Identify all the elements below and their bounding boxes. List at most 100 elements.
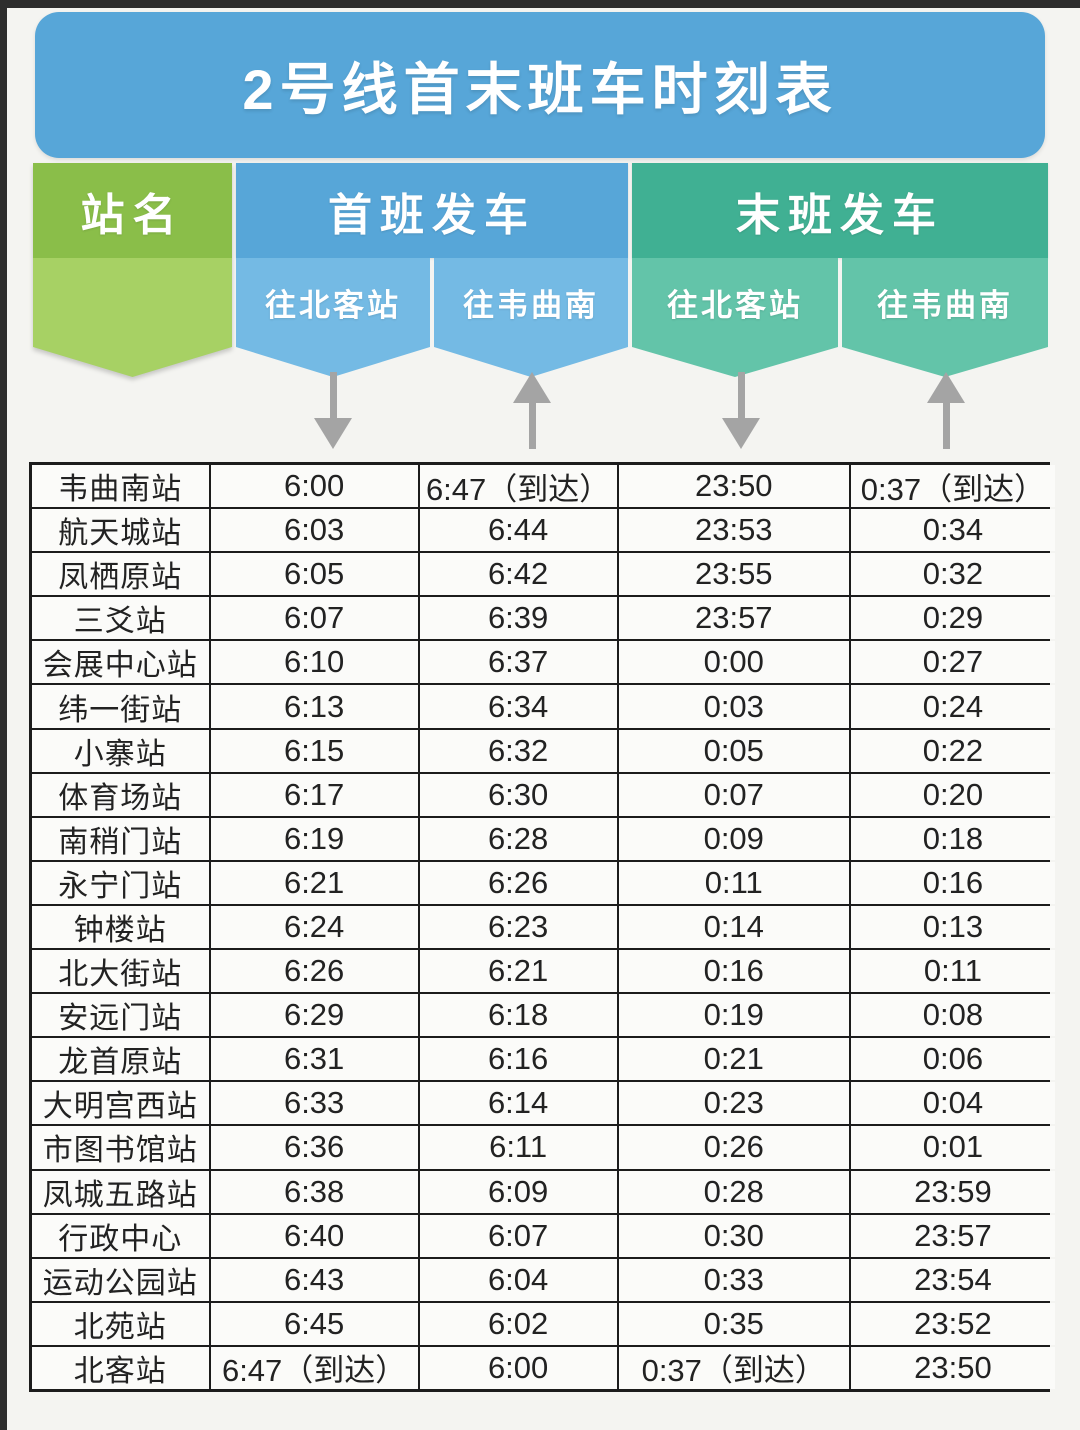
time-cell: 6:47（到达）	[419, 465, 617, 508]
time-cell: 0:22	[850, 729, 1055, 772]
time-cell: 0:37（到达）	[850, 465, 1055, 508]
time-cell: 0:34	[850, 509, 1055, 552]
station-cell: 凤城五路站	[32, 1170, 209, 1213]
time-cell: 0:11	[850, 950, 1055, 993]
subheader-first-to-north: 往北客站	[236, 258, 430, 377]
time-cell: 0:33	[618, 1258, 849, 1301]
time-cell: 6:07	[419, 1214, 617, 1257]
station-cell: 凤栖原站	[32, 553, 209, 596]
station-cell: 小寨站	[32, 729, 209, 772]
station-header-label: 站名	[80, 190, 185, 240]
time-cell: 0:27	[850, 641, 1055, 684]
photo-edge-left	[0, 0, 7, 1430]
time-cell: 6:24	[210, 905, 418, 949]
time-cell: 0:30	[618, 1214, 849, 1257]
subheader-last-to-south: 往韦曲南	[842, 258, 1048, 377]
time-cell: 23:50	[850, 1346, 1055, 1389]
last-train-subheaders: 往北客站 往韦曲南	[632, 258, 1048, 377]
last-train-header-band: 末班发车	[632, 163, 1048, 258]
time-cell: 6:38	[210, 1170, 418, 1213]
time-cell: 6:09	[419, 1170, 617, 1213]
time-cell: 0:20	[850, 773, 1055, 816]
time-cell: 0:08	[850, 994, 1055, 1037]
time-cell: 6:34	[419, 685, 617, 728]
time-cell: 6:05	[210, 553, 418, 596]
direction-up-arrow-icon	[926, 372, 966, 450]
time-cell: 6:47（到达）	[210, 1346, 418, 1389]
direction-down-arrow-icon	[313, 372, 353, 450]
time-cell: 6:19	[210, 817, 418, 860]
time-cell: 6:18	[419, 994, 617, 1037]
time-cell: 0:03	[618, 685, 849, 728]
time-cell: 6:16	[419, 1038, 617, 1081]
time-cell: 0:32	[850, 553, 1055, 596]
station-cell: 行政中心	[32, 1214, 209, 1257]
time-cell: 6:44	[419, 509, 617, 552]
station-cell: 市图书馆站	[32, 1126, 209, 1169]
station-cell: 龙首原站	[32, 1038, 209, 1081]
time-cell: 6:15	[210, 729, 418, 772]
column-header-station: 站名	[33, 163, 232, 377]
station-cell: 安远门站	[32, 994, 209, 1037]
time-cell: 23:50	[618, 465, 849, 508]
time-cell: 6:21	[210, 861, 418, 904]
time-cell: 6:43	[210, 1258, 418, 1301]
station-cell: 会展中心站	[32, 641, 209, 684]
station-cell: 三爻站	[32, 597, 209, 640]
first-train-subheaders: 往北客站 往韦曲南	[236, 258, 628, 377]
first-train-header-label: 首班发车	[328, 190, 536, 240]
time-cell: 0:21	[618, 1038, 849, 1081]
time-cell: 0:16	[618, 950, 849, 993]
time-cell: 6:07	[210, 597, 418, 640]
time-cell: 0:37（到达）	[618, 1346, 849, 1389]
time-cell: 0:29	[850, 597, 1055, 640]
station-cell: 体育场站	[32, 773, 209, 816]
time-cell: 0:09	[618, 817, 849, 860]
station-cell: 北客站	[32, 1346, 209, 1389]
column-group-first-train: 首班发车 往北客站 往韦曲南	[236, 163, 628, 377]
subheader-first-to-south: 往韦曲南	[434, 258, 628, 377]
station-cell: 韦曲南站	[32, 465, 209, 508]
time-cell: 6:02	[419, 1302, 617, 1345]
timetable-table: 韦曲南站 6:00 6:47（到达） 23:50 0:37（到达） 航天城站 6:03 6:4…	[29, 462, 1055, 1392]
direction-down-arrow-icon	[721, 372, 761, 450]
time-cell: 6:37	[419, 641, 617, 684]
last-train-header-label: 末班发车	[736, 190, 944, 240]
time-cell: 6:04	[419, 1258, 617, 1301]
time-cell: 6:03	[210, 509, 418, 552]
time-cell: 0:26	[618, 1126, 849, 1169]
direction-up-arrow-icon	[512, 372, 552, 450]
time-cell: 6:26	[419, 861, 617, 904]
time-cell: 6:00	[210, 465, 418, 508]
station-cell: 航天城站	[32, 509, 209, 552]
time-cell: 0:07	[618, 773, 849, 816]
time-cell: 6:11	[419, 1126, 617, 1169]
time-cell: 6:39	[419, 597, 617, 640]
time-cell: 6:13	[210, 685, 418, 728]
time-cell: 23:57	[618, 597, 849, 640]
station-cell: 运动公园站	[32, 1258, 209, 1301]
time-cell: 6:00	[419, 1346, 617, 1389]
time-cell: 0:14	[618, 905, 849, 949]
column-group-last-train: 末班发车 往北客站 往韦曲南	[632, 163, 1048, 377]
time-cell: 23:52	[850, 1302, 1055, 1345]
time-cell: 6:32	[419, 729, 617, 772]
time-cell: 6:23	[419, 905, 617, 949]
station-cell: 钟楼站	[32, 905, 209, 949]
station-header-chevron	[33, 258, 232, 377]
time-cell: 0:05	[618, 729, 849, 772]
time-cell: 6:45	[210, 1302, 418, 1345]
time-cell: 6:36	[210, 1126, 418, 1169]
station-header-band: 站名	[33, 163, 232, 258]
time-cell: 6:14	[419, 1082, 617, 1125]
subheader-last-to-north: 往北客站	[632, 258, 838, 377]
time-cell: 0:24	[850, 685, 1055, 728]
station-cell: 纬一街站	[32, 685, 209, 728]
time-cell: 0:19	[618, 994, 849, 1037]
time-cell: 6:26	[210, 950, 418, 993]
time-cell: 0:01	[850, 1126, 1055, 1169]
time-cell: 6:21	[419, 950, 617, 993]
time-cell: 0:18	[850, 817, 1055, 860]
time-cell: 6:29	[210, 994, 418, 1037]
